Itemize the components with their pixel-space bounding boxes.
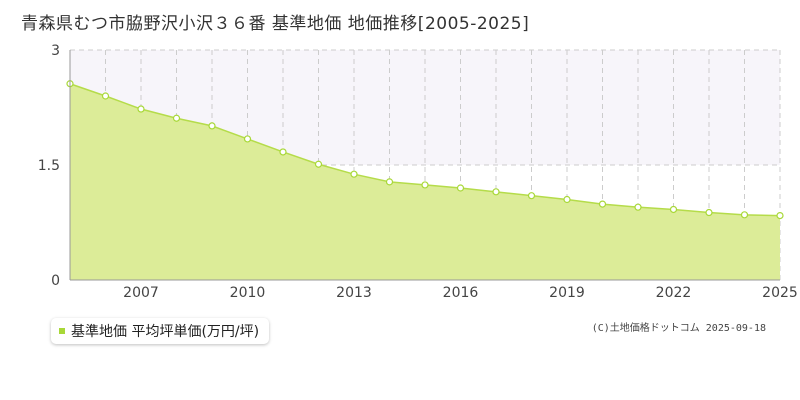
- price-area: [70, 83, 780, 280]
- data-point-2024: [740, 211, 749, 219]
- data-point-2008: [172, 114, 181, 122]
- x-tick-label: 2016: [443, 285, 479, 301]
- y-tick-label: 1.5: [38, 158, 60, 174]
- data-point-2015: [421, 181, 429, 189]
- x-tick-label: 2010: [230, 285, 266, 301]
- y-tick-label: 3: [51, 43, 60, 59]
- data-point-2023: [705, 208, 713, 217]
- x-tick-label: 2025: [762, 285, 798, 301]
- data-point-2009: [208, 122, 216, 130]
- data-point-2016: [456, 184, 465, 192]
- x-tick-label: 2007: [123, 285, 159, 301]
- data-point-2017: [492, 188, 500, 196]
- legend-label: 基準地価 平均坪単価(万円/坪): [71, 324, 260, 340]
- x-tick-label: 2013: [336, 285, 372, 301]
- data-point-2018: [527, 192, 536, 200]
- copyright-notice: (C)土地価格ドットコム 2025-09-18: [591, 323, 766, 334]
- data-points: [66, 80, 784, 220]
- y-tick-label: 0: [51, 273, 60, 289]
- data-point-2006: [101, 92, 110, 100]
- data-point-2013: [350, 170, 358, 178]
- data-point-2020: [598, 200, 607, 208]
- data-point-2011: [279, 148, 287, 156]
- chart-title: 青森県むつ市脇野沢小沢３６番 基準地価 地価推移[2005-2025]: [21, 14, 530, 34]
- data-point-2007: [137, 105, 145, 113]
- legend: 基準地価 平均坪単価(万円/坪): [51, 318, 270, 344]
- x-tick-label: 2019: [549, 285, 585, 301]
- data-point-2019: [563, 195, 571, 204]
- data-point-2022: [669, 205, 678, 214]
- y-tick-labels: 31.50: [38, 43, 60, 289]
- data-point-2010: [243, 135, 252, 143]
- data-point-2012: [314, 160, 323, 168]
- x-tick-labels: 2007 2010 2013 2016 2019 2022 2025: [123, 285, 798, 301]
- data-point-2014: [385, 178, 394, 186]
- data-point-2021: [634, 203, 642, 211]
- legend-swatch: [59, 328, 65, 334]
- data-point-2025: [776, 212, 784, 220]
- x-tick-label: 2022: [656, 285, 692, 301]
